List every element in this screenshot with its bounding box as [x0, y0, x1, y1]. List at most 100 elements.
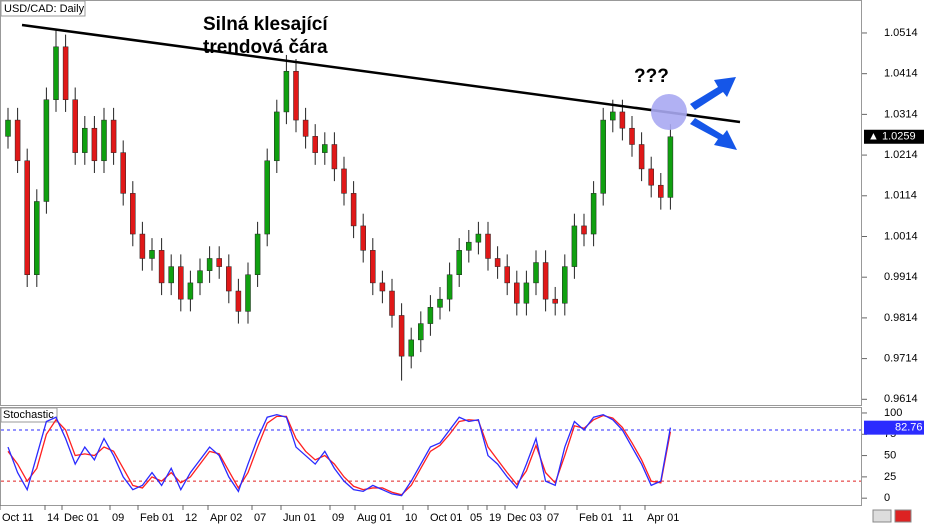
x-tick-label: 07	[547, 512, 559, 524]
x-tick-label: Feb 01	[140, 512, 174, 524]
candle-body	[629, 127, 635, 145]
y-tick-label: 0.9714	[884, 353, 918, 365]
y-tick-label: 0.9914	[884, 271, 918, 283]
candle-body	[485, 233, 491, 259]
candle-body	[120, 152, 126, 194]
candle-body	[610, 111, 616, 121]
title-box	[0, 0, 86, 17]
stochastic-line	[7, 413, 672, 497]
candle-body	[226, 266, 232, 292]
candle-body	[283, 70, 290, 113]
candle-body	[101, 119, 107, 162]
x-tick-label: 07	[254, 512, 266, 524]
candle-body	[398, 315, 405, 357]
candle-body	[322, 144, 328, 153]
candle-body	[514, 282, 520, 304]
close-button[interactable]	[894, 509, 912, 523]
candle-body	[667, 136, 674, 198]
candle-body	[562, 266, 568, 304]
annotation: ???	[634, 66, 669, 87]
y-tick-label: 1.0314	[884, 108, 918, 120]
x-tick-label: 19	[489, 512, 501, 524]
candle-body	[494, 258, 501, 267]
stochastic-title-box	[0, 407, 58, 423]
candle-body	[158, 250, 165, 284]
last-value-box	[864, 420, 924, 435]
candle-body	[523, 282, 530, 304]
candle-body	[254, 233, 261, 275]
candle-body	[581, 225, 587, 235]
x-tick-label: Dec 01	[64, 512, 99, 524]
scroll-button[interactable]	[872, 509, 892, 523]
candle-body	[139, 233, 146, 259]
x-tick-label: 10	[405, 512, 417, 524]
candle-body	[187, 282, 194, 300]
candle-body	[331, 144, 338, 170]
candle-body	[590, 193, 597, 235]
candle-body	[302, 119, 309, 137]
marks: 1.0514 1.0414 1.0314 1.0214 1.0114 1.0014 0.99…	[0, 27, 924, 524]
candle-body	[245, 274, 251, 312]
x-tick-label: Jun 01	[283, 512, 316, 524]
candle-body	[149, 250, 155, 259]
arrow-up	[690, 77, 736, 110]
y-tick-label: 0.9614	[884, 393, 918, 405]
arrows	[690, 77, 737, 150]
candle-body	[53, 46, 59, 100]
highlight-circle	[651, 94, 687, 130]
candle-body	[619, 111, 626, 129]
candle-body	[34, 201, 40, 275]
x-tick-label: Feb 01	[579, 512, 613, 524]
candle-body	[43, 99, 50, 202]
candle-body	[72, 99, 78, 153]
stochastic-title: Stochastic	[3, 409, 54, 421]
candle-body	[437, 298, 443, 308]
candle-body	[504, 266, 510, 284]
y-tick-label: 1.0214	[884, 149, 918, 161]
x-tick-label: Apr 02	[210, 512, 242, 524]
candle-body	[360, 225, 366, 251]
candle-body	[264, 160, 270, 235]
candle-body	[197, 270, 203, 284]
last-price-arrow: ▲	[868, 131, 879, 143]
candle-body	[5, 119, 11, 137]
candle-body	[341, 168, 347, 194]
x-tick-label: 14	[47, 512, 59, 524]
x-tick-label: 05	[470, 512, 482, 524]
y-tick-label: 1.0114	[884, 190, 917, 202]
candle-body	[206, 258, 213, 271]
price-panel	[0, 0, 862, 406]
candle-body	[466, 241, 472, 251]
x-tick-label: 09	[332, 512, 344, 524]
candle-body	[389, 290, 395, 316]
candle-body	[475, 233, 482, 243]
last-value-label: 82.76	[895, 422, 923, 434]
candle-body	[427, 307, 434, 324]
last-price-label: 1.0259	[882, 131, 916, 143]
candle-body	[542, 262, 549, 300]
x-tick-label: Oct 01	[430, 512, 462, 524]
x-tick-label: Apr 01	[647, 512, 679, 524]
stochastic-line	[7, 414, 672, 496]
candle-body	[408, 339, 414, 357]
x-tick-label: Dec 03	[507, 512, 542, 524]
candle-body	[312, 136, 318, 153]
candle-body	[110, 119, 117, 153]
candle-body	[293, 70, 299, 121]
candle-body	[62, 46, 69, 100]
y-tick-label: 25	[884, 471, 896, 483]
x-tick-label: Oct 11	[2, 512, 34, 524]
candle-body	[370, 250, 376, 284]
y-tick-label: 0.9814	[884, 312, 918, 324]
candle-body	[235, 290, 242, 312]
last-price-box	[864, 129, 924, 144]
candle-body	[552, 298, 558, 304]
candle-body	[533, 262, 539, 284]
candle-body	[446, 274, 453, 300]
candle-body	[91, 127, 98, 162]
candle-body	[130, 193, 136, 235]
candle-body	[274, 111, 280, 162]
